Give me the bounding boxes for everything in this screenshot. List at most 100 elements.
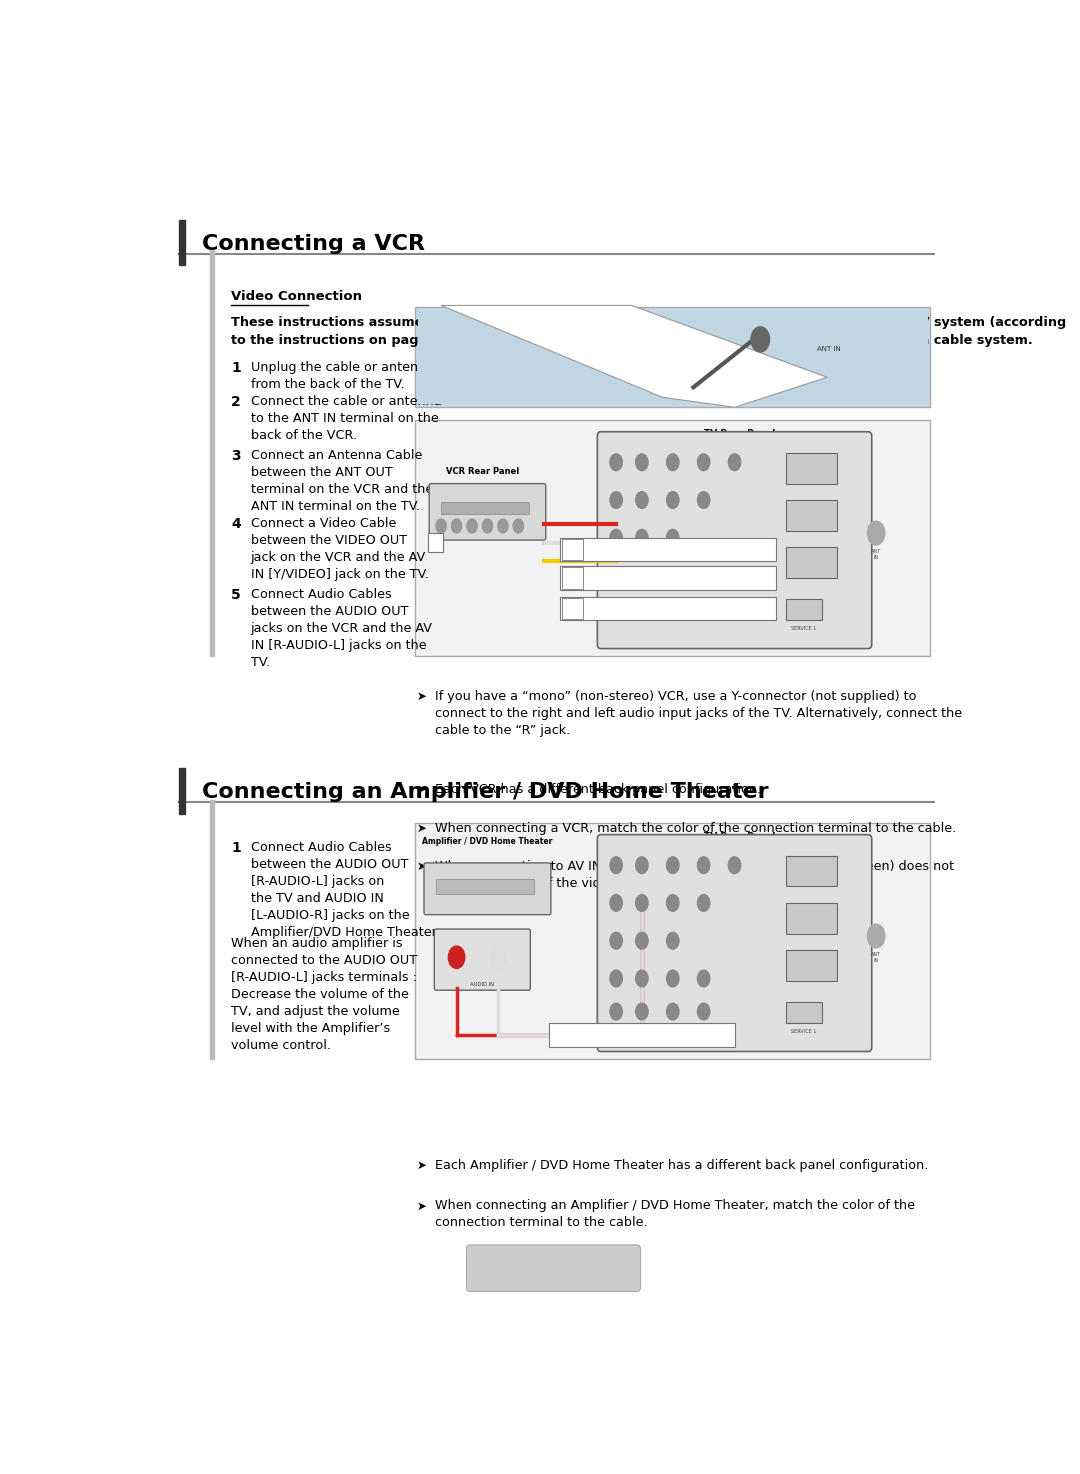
Bar [786, 600, 822, 621]
Circle shape [636, 933, 648, 949]
Text: TV Rear Panel: TV Rear Panel [704, 833, 775, 842]
Circle shape [666, 856, 679, 874]
Bar [436, 880, 534, 893]
Circle shape [867, 924, 885, 948]
Bar [418, 311, 928, 404]
Circle shape [467, 519, 477, 534]
Text: ANT
IN: ANT IN [872, 952, 881, 963]
Circle shape [448, 946, 464, 968]
Text: English - 13: English - 13 [513, 1262, 594, 1275]
Text: ➤: ➤ [416, 1159, 427, 1172]
Text: VCR Rear Panel: VCR Rear Panel [446, 467, 518, 476]
Circle shape [698, 1004, 710, 1020]
Circle shape [666, 529, 679, 547]
Bar [429, 534, 443, 551]
Circle shape [636, 1004, 648, 1020]
Bar [786, 856, 837, 886]
Polygon shape [441, 305, 827, 407]
Bar [786, 951, 837, 980]
FancyBboxPatch shape [597, 834, 872, 1051]
Text: Audio Cable (Not supplied): Audio Cable (Not supplied) [593, 1032, 690, 1038]
Circle shape [436, 519, 446, 534]
Text: Connecting a VCR: Connecting a VCR [202, 233, 424, 254]
Text: Antenna cable(Not supplied): Antenna cable(Not supplied) [592, 606, 692, 612]
Circle shape [666, 492, 679, 509]
Text: 2: 2 [433, 539, 437, 545]
Text: 3: 3 [231, 450, 241, 463]
FancyBboxPatch shape [429, 483, 545, 539]
Text: Audio Cable(Not supplied): Audio Cable(Not supplied) [592, 547, 684, 553]
Circle shape [698, 970, 710, 988]
Circle shape [610, 1004, 622, 1020]
Text: 2: 2 [231, 395, 241, 408]
Circle shape [451, 519, 462, 534]
Text: If you have a “mono” (non-stereo) VCR, use a Y-connector (not supplied) to
conne: If you have a “mono” (non-stereo) VCR, u… [434, 690, 962, 737]
Bar [786, 453, 837, 483]
Text: Video Cable(Not supplied): Video Cable(Not supplied) [592, 575, 683, 581]
Bar [559, 538, 775, 562]
Bar [562, 598, 583, 619]
Bar [786, 547, 837, 578]
Circle shape [698, 895, 710, 911]
Circle shape [610, 895, 622, 911]
Circle shape [498, 519, 508, 534]
Bar [550, 1023, 734, 1047]
Circle shape [666, 567, 679, 584]
Circle shape [636, 454, 648, 470]
Bar [178, 220, 186, 265]
Circle shape [513, 519, 524, 534]
Circle shape [666, 600, 679, 618]
Text: 5: 5 [570, 547, 575, 553]
Text: Video Connection: Video Connection [231, 290, 362, 304]
Text: When connecting a VCR, match the color of the connection terminal to the cable.: When connecting a VCR, match the color o… [434, 821, 956, 834]
Text: TV Rear Panel: TV Rear Panel [704, 429, 775, 438]
Text: When connecting to AV IN, the color of the AV IN [Y/VIDEO] jack (Green) does not: When connecting to AV IN, the color of t… [434, 861, 954, 890]
Text: When an audio amplifier is
connected to the AUDIO OUT
[R-AUDIO-L] jacks terminal: When an audio amplifier is connected to … [231, 937, 417, 1052]
Circle shape [698, 454, 710, 470]
Text: AUDIO IN: AUDIO IN [470, 982, 495, 986]
Bar [786, 1002, 822, 1023]
Text: 1: 1 [231, 361, 241, 374]
Bar [559, 597, 775, 621]
Circle shape [636, 492, 648, 509]
Bar [786, 500, 837, 531]
FancyBboxPatch shape [434, 929, 530, 991]
Bar [211, 800, 214, 1058]
Circle shape [636, 529, 648, 547]
Bar [562, 539, 583, 560]
Text: Amplifier / DVD Home Theater: Amplifier / DVD Home Theater [422, 837, 553, 846]
Text: Connect a Video Cable
between the VIDEO OUT
jack on the VCR and the AV
IN [Y/VID: Connect a Video Cable between the VIDEO … [251, 517, 429, 581]
Bar [211, 249, 214, 656]
Text: 5: 5 [231, 588, 241, 601]
Bar [178, 768, 186, 814]
Circle shape [867, 522, 885, 545]
Text: ➤: ➤ [416, 783, 427, 796]
Circle shape [728, 856, 741, 874]
Circle shape [489, 946, 507, 968]
Text: Connect Audio Cables
between the AUDIO OUT
[R-AUDIO-L] jacks on
the TV and AUDIO: Connect Audio Cables between the AUDIO O… [251, 840, 440, 939]
Circle shape [636, 970, 648, 988]
Bar [416, 420, 930, 656]
Text: ANT IN: ANT IN [816, 346, 840, 352]
Circle shape [610, 970, 622, 988]
Circle shape [698, 600, 710, 618]
Circle shape [610, 600, 622, 618]
FancyBboxPatch shape [597, 432, 872, 649]
Circle shape [666, 1004, 679, 1020]
Circle shape [610, 492, 622, 509]
Text: When connecting an Amplifier / DVD Home Theater, match the color of the
connecti: When connecting an Amplifier / DVD Home … [434, 1200, 915, 1229]
Circle shape [698, 856, 710, 874]
Circle shape [610, 454, 622, 470]
Circle shape [610, 567, 622, 584]
Circle shape [666, 895, 679, 911]
Text: Unplug the cable or antenna
from the back of the TV.: Unplug the cable or antenna from the bac… [251, 361, 434, 391]
Text: ➤: ➤ [416, 821, 427, 834]
Text: Connect an Antenna Cable
between the ANT OUT
terminal on the VCR and the
ANT IN : Connect an Antenna Cable between the ANT… [251, 450, 433, 513]
Text: Connect the cable or antenna
to the ANT IN terminal on the
back of the VCR.: Connect the cable or antenna to the ANT … [251, 395, 441, 442]
FancyBboxPatch shape [467, 1246, 640, 1291]
Circle shape [728, 454, 741, 470]
Text: SERVICE 1: SERVICE 1 [792, 1029, 816, 1033]
Circle shape [666, 454, 679, 470]
Circle shape [636, 600, 648, 618]
Bar [416, 308, 930, 407]
